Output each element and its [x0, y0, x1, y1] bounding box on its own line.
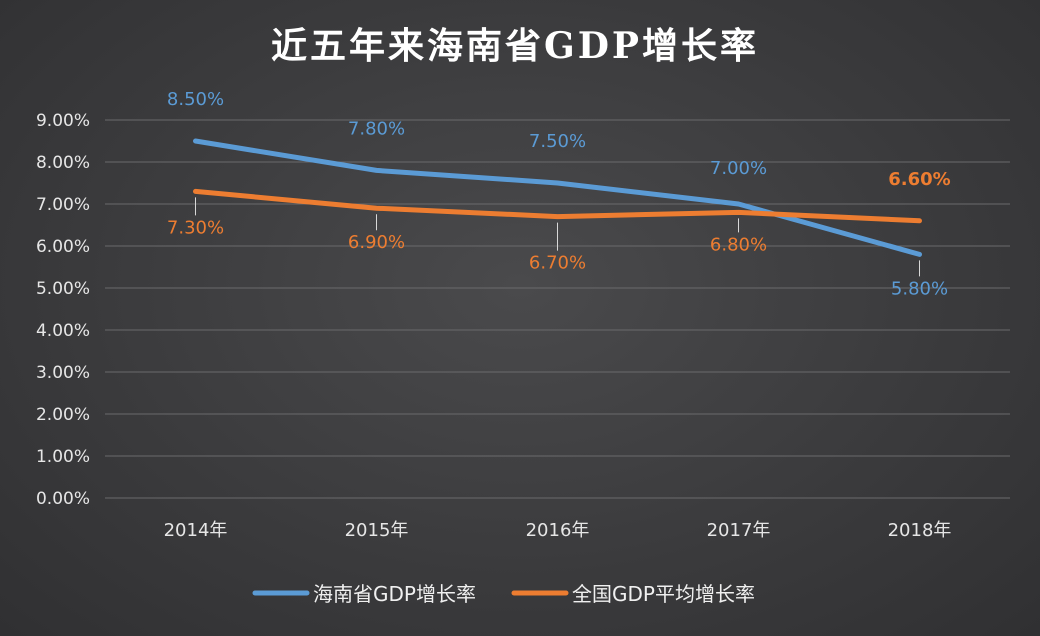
y-tick-label: 5.00% — [36, 279, 90, 299]
data-label: 7.80% — [348, 118, 405, 139]
x-tick-label: 2016年 — [526, 520, 590, 541]
data-label: 7.50% — [529, 131, 586, 152]
data-label: 6.70% — [529, 253, 586, 274]
x-axis-tick-labels: 2014年 2015年 2016年 2017年 2018年 — [164, 520, 952, 541]
x-tick-label: 2017年 — [707, 520, 771, 541]
series-line-1 — [193, 138, 922, 257]
gridlines — [105, 119, 1010, 499]
data-label: 6.90% — [348, 232, 405, 253]
y-tick-label: 8.00% — [36, 153, 90, 173]
label-leader-lines — [195, 197, 920, 277]
x-tick-label: 2018年 — [888, 520, 952, 541]
legend-label: 全国GDP平均增长率 — [572, 582, 755, 606]
legend: 海南省GDP增长率 全国GDP平均增长率 — [252, 582, 755, 606]
y-tick-label: 4.00% — [36, 321, 90, 341]
y-tick-label: 7.00% — [36, 195, 90, 215]
y-tick-label: 3.00% — [36, 363, 90, 383]
series-line-2 — [193, 188, 922, 224]
y-tick-label: 1.00% — [36, 447, 90, 467]
chart-title: 近五年来海南省GDP增长率 — [271, 25, 759, 67]
y-tick-label: 2.00% — [36, 405, 90, 425]
y-axis-tick-labels: 0.00% 1.00% 2.00% 3.00% 4.00% 5.00% 6.00% 7.00%… — [36, 111, 90, 509]
series-lines — [193, 138, 922, 257]
x-tick-label: 2014年 — [164, 520, 228, 541]
y-tick-label: 9.00% — [36, 111, 90, 131]
data-label: 7.30% — [167, 217, 224, 238]
x-tick-label: 2015年 — [345, 520, 409, 541]
data-label: 8.50% — [167, 89, 224, 110]
y-tick-label: 6.00% — [36, 237, 90, 257]
y-tick-label: 0.00% — [36, 489, 90, 509]
data-labels: 8.50% 7.80% 7.50% 7.00% 5.80% 7.30% 6.90% 6.70%… — [167, 89, 951, 299]
data-label: 5.80% — [891, 278, 948, 299]
legend-label: 海南省GDP增长率 — [313, 582, 476, 606]
data-label: 6.80% — [710, 234, 767, 255]
data-label: 6.60% — [888, 169, 950, 190]
data-label: 7.00% — [710, 158, 767, 179]
